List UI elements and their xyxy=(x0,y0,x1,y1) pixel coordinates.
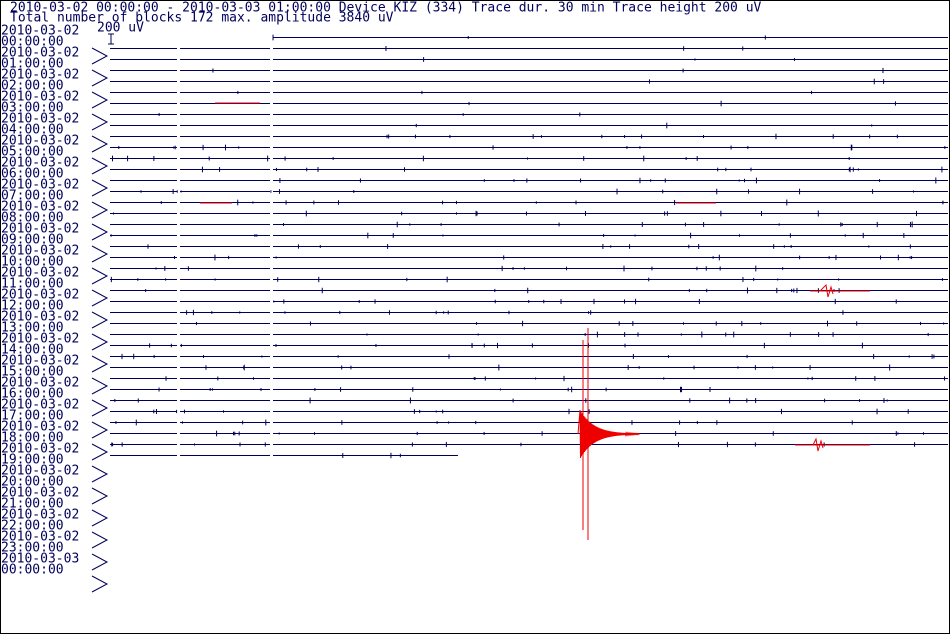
row-date: 2010-03-02 xyxy=(1,156,79,171)
row-arrow xyxy=(91,69,109,87)
row-time: 07:00:00 xyxy=(1,189,64,204)
row-date: 2010-03-03 xyxy=(1,552,79,567)
row-arrow xyxy=(91,201,109,219)
row-time: 21:00:00 xyxy=(1,497,64,512)
event xyxy=(812,437,824,452)
row-date: 2010-03-02 xyxy=(1,310,79,325)
row-arrow xyxy=(91,487,109,505)
traces xyxy=(110,34,948,459)
row-time: 03:00:00 xyxy=(1,101,64,116)
row-time: 23:00:00 xyxy=(1,541,64,556)
row-arrow xyxy=(91,223,109,241)
row-date: 2010-03-02 xyxy=(1,464,79,479)
row-arrow xyxy=(91,509,109,527)
row-time: 08:00:00 xyxy=(1,211,64,226)
row-date: 2010-03-02 xyxy=(1,178,79,193)
row-date: 2010-03-02 xyxy=(1,90,79,105)
row-date: 2010-03-02 xyxy=(1,376,79,391)
row-date: 2010-03-02 xyxy=(1,354,79,369)
row-time: 15:00:00 xyxy=(1,365,64,380)
row-arrow xyxy=(91,355,109,373)
row-time: 06:00:00 xyxy=(1,167,64,182)
row-date: 2010-03-02 xyxy=(1,68,79,83)
row-time: 01:00:00 xyxy=(1,57,64,72)
row-date: 2010-03-02 xyxy=(1,420,79,435)
row-date: 2010-03-02 xyxy=(1,134,79,149)
row-arrow xyxy=(91,377,109,395)
row-time: 16:00:00 xyxy=(1,387,64,402)
row-time: 17:00:00 xyxy=(1,409,64,424)
row-date: 2010-03-02 xyxy=(1,112,79,127)
row-time: 04:00:00 xyxy=(1,123,64,138)
row-date: 2010-03-02 xyxy=(1,24,79,39)
row-arrow xyxy=(91,421,109,439)
row-time: 00:00:00 xyxy=(1,563,64,578)
scale-label: 200 uV xyxy=(97,21,144,36)
row-date: 2010-03-02 xyxy=(1,530,79,545)
row-arrow xyxy=(91,465,109,483)
row-time: 11:00:00 xyxy=(1,277,64,292)
row-time: 12:00:00 xyxy=(1,299,64,314)
row-date: 2010-03-02 xyxy=(1,244,79,259)
row-arrow xyxy=(91,267,109,285)
row-arrow xyxy=(91,113,109,131)
row-date: 2010-03-02 xyxy=(1,332,79,347)
event xyxy=(819,283,834,298)
row-date: 2010-03-02 xyxy=(1,222,79,237)
row-arrow xyxy=(91,135,109,153)
row-time: 13:00:00 xyxy=(1,321,64,336)
row-arrow xyxy=(91,179,109,197)
row-arrow xyxy=(91,91,109,109)
row-arrow xyxy=(91,289,109,307)
row-time: 00:00:00 xyxy=(1,35,64,50)
row-time: 22:00:00 xyxy=(1,519,64,534)
row-arrow xyxy=(91,531,109,549)
row-date: 2010-03-02 xyxy=(1,266,79,281)
row-time: 05:00:00 xyxy=(1,145,64,160)
row-time: 19:00:00 xyxy=(1,453,64,468)
row-arrow xyxy=(91,443,109,461)
row-arrow xyxy=(91,575,109,593)
row-time: 02:00:00 xyxy=(1,79,64,94)
row-arrow xyxy=(91,399,109,417)
events xyxy=(200,102,870,540)
row-arrow xyxy=(91,333,109,351)
row-arrow xyxy=(91,245,109,263)
row-date: 2010-03-02 xyxy=(1,398,79,413)
row-date: 2010-03-02 xyxy=(1,486,79,501)
time-labels: 2010-03-0200:00:002010-03-0201:00:002010… xyxy=(1,24,109,593)
row-time: 09:00:00 xyxy=(1,233,64,248)
row-date: 2010-03-02 xyxy=(1,46,79,61)
row-date: 2010-03-02 xyxy=(1,508,79,523)
row-time: 14:00:00 xyxy=(1,343,64,358)
header-line2: Total number of blocks 172 max. amplitud… xyxy=(10,11,394,26)
row-arrow xyxy=(91,157,109,175)
row-time: 18:00:00 xyxy=(1,431,64,446)
event xyxy=(577,409,640,459)
header-line1: 2010-03-02 00:00:00 - 2010-03-03 01:00:0… xyxy=(10,1,762,16)
row-time: 20:00:00 xyxy=(1,475,64,490)
row-arrow xyxy=(91,553,109,571)
row-date: 2010-03-02 xyxy=(1,200,79,215)
row-arrow xyxy=(91,311,109,329)
row-arrow xyxy=(91,47,109,65)
row-date: 2010-03-02 xyxy=(1,442,79,457)
row-date: 2010-03-02 xyxy=(1,288,79,303)
row-time: 10:00:00 xyxy=(1,255,64,270)
